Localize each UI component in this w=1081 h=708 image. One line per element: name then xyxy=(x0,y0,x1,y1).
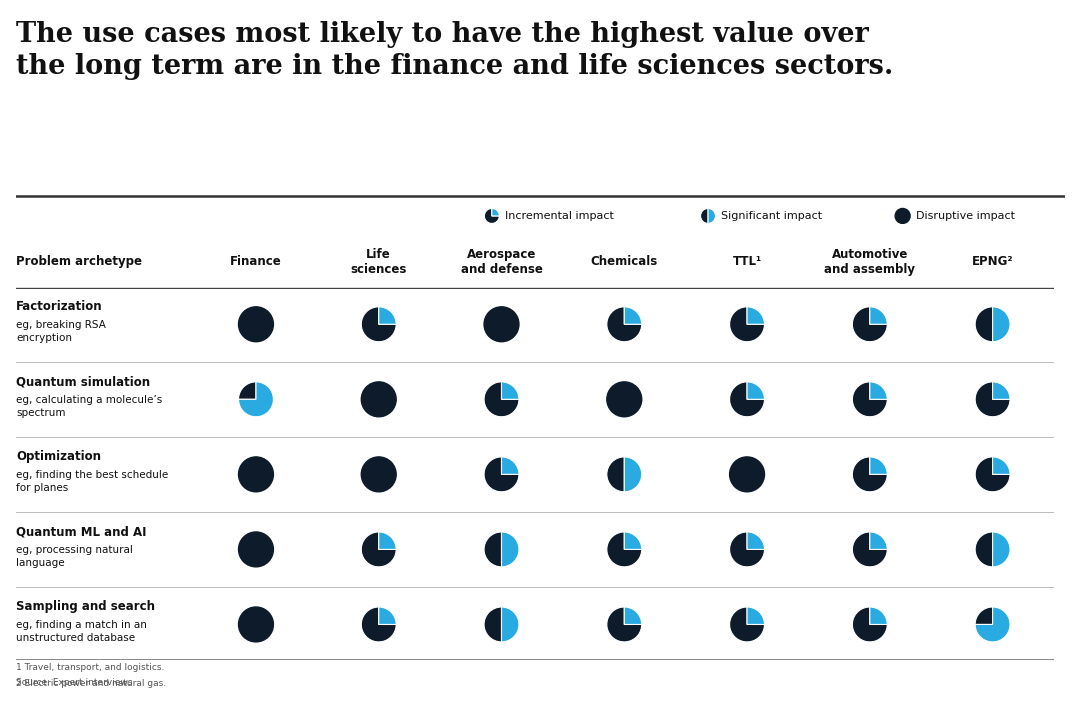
Wedge shape xyxy=(484,208,499,224)
Wedge shape xyxy=(484,532,502,567)
Wedge shape xyxy=(730,607,764,642)
Circle shape xyxy=(239,607,273,642)
Text: Disruptive impact: Disruptive impact xyxy=(916,211,1015,221)
Wedge shape xyxy=(502,382,519,399)
Circle shape xyxy=(895,208,910,224)
Wedge shape xyxy=(708,208,716,224)
Wedge shape xyxy=(870,307,888,324)
Wedge shape xyxy=(378,307,396,324)
Wedge shape xyxy=(378,532,396,549)
Circle shape xyxy=(484,307,519,342)
Circle shape xyxy=(239,307,273,342)
Text: Life
sciences: Life sciences xyxy=(350,248,406,276)
Wedge shape xyxy=(606,307,642,342)
Wedge shape xyxy=(700,208,708,224)
Wedge shape xyxy=(853,532,888,567)
Wedge shape xyxy=(747,307,764,324)
Wedge shape xyxy=(747,532,764,549)
Wedge shape xyxy=(624,307,642,324)
Wedge shape xyxy=(606,607,642,642)
Text: TTL¹: TTL¹ xyxy=(733,256,762,268)
Text: Incremental impact: Incremental impact xyxy=(505,211,614,221)
Wedge shape xyxy=(361,607,396,642)
Circle shape xyxy=(730,457,764,492)
Text: Optimization: Optimization xyxy=(16,450,102,463)
Wedge shape xyxy=(853,382,888,417)
Text: Aerospace
and defense: Aerospace and defense xyxy=(461,248,543,276)
Wedge shape xyxy=(853,457,888,492)
Text: eg, breaking RSA
encryption: eg, breaking RSA encryption xyxy=(16,320,106,343)
Wedge shape xyxy=(975,457,1010,492)
Wedge shape xyxy=(870,457,888,474)
Circle shape xyxy=(239,457,273,492)
Wedge shape xyxy=(992,532,1010,567)
Text: Factorization: Factorization xyxy=(16,300,103,313)
Wedge shape xyxy=(361,307,396,342)
Wedge shape xyxy=(992,457,1010,474)
Wedge shape xyxy=(606,457,624,492)
Wedge shape xyxy=(975,307,992,342)
Text: Source: Expert interviews: Source: Expert interviews xyxy=(16,678,133,687)
Wedge shape xyxy=(975,382,1010,417)
Wedge shape xyxy=(747,382,764,399)
Text: Sampling and search: Sampling and search xyxy=(16,600,156,613)
Wedge shape xyxy=(624,532,642,549)
Wedge shape xyxy=(361,532,396,567)
Wedge shape xyxy=(975,607,1010,642)
Wedge shape xyxy=(606,532,642,567)
Circle shape xyxy=(361,382,396,417)
Text: eg, finding the best schedule
for planes: eg, finding the best schedule for planes xyxy=(16,470,169,493)
Wedge shape xyxy=(484,382,519,417)
Text: Automotive
and assembly: Automotive and assembly xyxy=(825,248,916,276)
Wedge shape xyxy=(870,607,888,624)
Wedge shape xyxy=(730,532,764,567)
Wedge shape xyxy=(624,457,642,492)
Wedge shape xyxy=(484,607,502,642)
Wedge shape xyxy=(502,532,519,567)
Wedge shape xyxy=(870,382,888,399)
Wedge shape xyxy=(992,307,1010,342)
Wedge shape xyxy=(975,607,992,624)
Text: eg, calculating a molecule’s
spectrum: eg, calculating a molecule’s spectrum xyxy=(16,395,162,418)
Circle shape xyxy=(606,382,642,417)
Text: Quantum simulation: Quantum simulation xyxy=(16,375,150,388)
Wedge shape xyxy=(853,307,888,342)
Wedge shape xyxy=(239,382,273,417)
Wedge shape xyxy=(492,208,499,216)
Text: eg, processing natural
language: eg, processing natural language xyxy=(16,545,133,568)
Text: 1 Travel, transport, and logistics.: 1 Travel, transport, and logistics. xyxy=(16,663,164,673)
Text: Quantum ML and AI: Quantum ML and AI xyxy=(16,525,147,538)
Text: Problem archetype: Problem archetype xyxy=(16,256,143,268)
Circle shape xyxy=(361,457,396,492)
Wedge shape xyxy=(870,532,888,549)
Wedge shape xyxy=(624,607,642,624)
Wedge shape xyxy=(975,532,992,567)
Wedge shape xyxy=(730,307,764,342)
Wedge shape xyxy=(502,607,519,642)
Text: Chemicals: Chemicals xyxy=(590,256,658,268)
Wedge shape xyxy=(853,607,888,642)
Text: 2 Electric power and natural gas.: 2 Electric power and natural gas. xyxy=(16,679,166,688)
Text: Finance: Finance xyxy=(230,256,282,268)
Wedge shape xyxy=(730,382,764,417)
Wedge shape xyxy=(747,607,764,624)
Wedge shape xyxy=(502,457,519,474)
Circle shape xyxy=(239,532,273,567)
Wedge shape xyxy=(239,382,256,399)
Wedge shape xyxy=(992,382,1010,399)
Wedge shape xyxy=(484,457,519,492)
Text: eg, finding a match in an
unstructured database: eg, finding a match in an unstructured d… xyxy=(16,620,147,643)
Text: Significant impact: Significant impact xyxy=(721,211,823,221)
Text: The use cases most likely to have the highest value over
the long term are in th: The use cases most likely to have the hi… xyxy=(16,21,894,81)
Text: EPNG²: EPNG² xyxy=(972,256,1013,268)
Wedge shape xyxy=(378,607,396,624)
